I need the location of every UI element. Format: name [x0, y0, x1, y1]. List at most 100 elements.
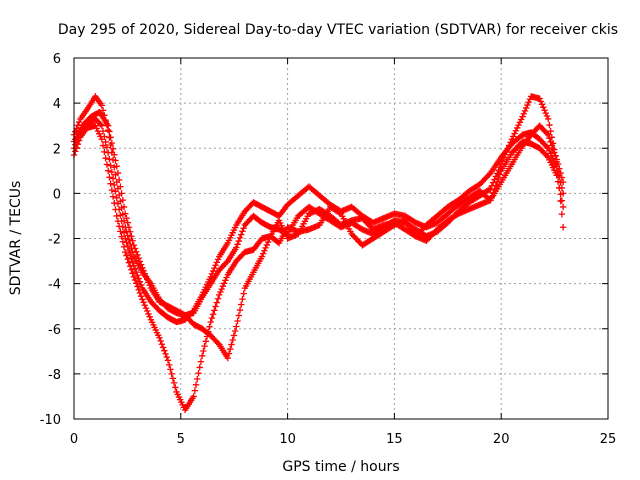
data-point [126, 250, 134, 258]
data-point [546, 135, 553, 142]
data-point [104, 122, 112, 129]
data-point [485, 186, 493, 193]
y-tick-labels: -10 -8 -6 -4 -2 0 2 4 6 [40, 52, 61, 428]
data-point [141, 270, 148, 277]
data-point [137, 281, 145, 289]
data-point [233, 323, 240, 330]
data-point [234, 317, 241, 325]
data-point [510, 133, 517, 140]
data-point [133, 248, 140, 255]
data-point [108, 186, 116, 194]
data-point [129, 237, 136, 244]
data-point [133, 268, 140, 276]
data-point [192, 381, 200, 389]
data-point [229, 336, 236, 344]
data-point [109, 193, 117, 200]
data-point [196, 364, 203, 371]
data-point [101, 148, 108, 156]
data-point [122, 235, 129, 242]
data-point [518, 116, 525, 123]
data-point [223, 274, 230, 281]
data-point [120, 243, 128, 251]
data-point [125, 246, 133, 254]
data-point [123, 214, 130, 222]
data-point [514, 124, 521, 132]
data-point [134, 251, 141, 259]
data-point [159, 344, 167, 351]
data-point [170, 379, 178, 387]
data-point [236, 306, 244, 314]
data-point [495, 174, 502, 182]
data-point [103, 161, 111, 168]
y-tick-label: 6 [53, 52, 61, 67]
data-point [146, 313, 153, 321]
data-point [239, 295, 246, 303]
x-tick-label: 0 [70, 432, 78, 447]
data-point [485, 171, 493, 178]
data-point [97, 121, 104, 128]
data-point [130, 273, 138, 281]
data-point [156, 334, 163, 341]
data-point [543, 112, 551, 120]
data-point [491, 185, 498, 193]
data-point [126, 263, 134, 270]
data-point [136, 258, 144, 265]
data-point [162, 350, 169, 358]
data-point [128, 254, 135, 262]
data-point [75, 137, 83, 144]
data-point [144, 276, 151, 283]
data-point [206, 323, 213, 331]
data-point [98, 122, 105, 129]
data-point [103, 144, 111, 151]
data-point [262, 244, 269, 252]
data-point [544, 115, 552, 123]
data-point [488, 193, 496, 200]
data-point [218, 285, 225, 293]
data-point [558, 210, 566, 218]
grid [74, 58, 608, 419]
data-point [239, 228, 246, 235]
data-point [240, 290, 247, 297]
data-point [136, 278, 144, 285]
data-point [140, 267, 147, 274]
data-point [109, 175, 117, 182]
data-point [161, 347, 168, 354]
data-point [117, 228, 124, 235]
data-point [107, 134, 114, 141]
data-point [214, 256, 222, 263]
data-point [117, 183, 124, 190]
data-point [134, 283, 141, 290]
data-point [113, 163, 120, 170]
y-tick-label: -2 [48, 233, 61, 248]
data-point [111, 199, 118, 207]
data-point [213, 299, 221, 306]
data-point [538, 101, 546, 108]
data-point [211, 264, 218, 272]
data-point [516, 119, 524, 126]
data-point [537, 98, 545, 105]
data-point [264, 238, 272, 246]
data-point [108, 168, 116, 176]
data-point [168, 370, 175, 378]
data-point [211, 307, 218, 314]
data-point [235, 237, 242, 245]
data-point [554, 168, 562, 175]
x-tick-label: 25 [600, 432, 617, 447]
data-point [114, 169, 122, 177]
data-point [136, 289, 144, 297]
data-point [123, 252, 130, 259]
series-track-3 [70, 122, 567, 414]
data-point [541, 107, 548, 114]
data-point [227, 345, 234, 353]
data-point [119, 238, 127, 245]
data-point [263, 241, 271, 249]
data-point [74, 140, 82, 148]
data-point [75, 118, 83, 126]
data-point [207, 273, 214, 281]
series-track-2 [70, 115, 567, 326]
data-point [236, 234, 244, 242]
data-point [118, 190, 125, 197]
data-point [261, 247, 268, 254]
data-point [220, 280, 228, 287]
